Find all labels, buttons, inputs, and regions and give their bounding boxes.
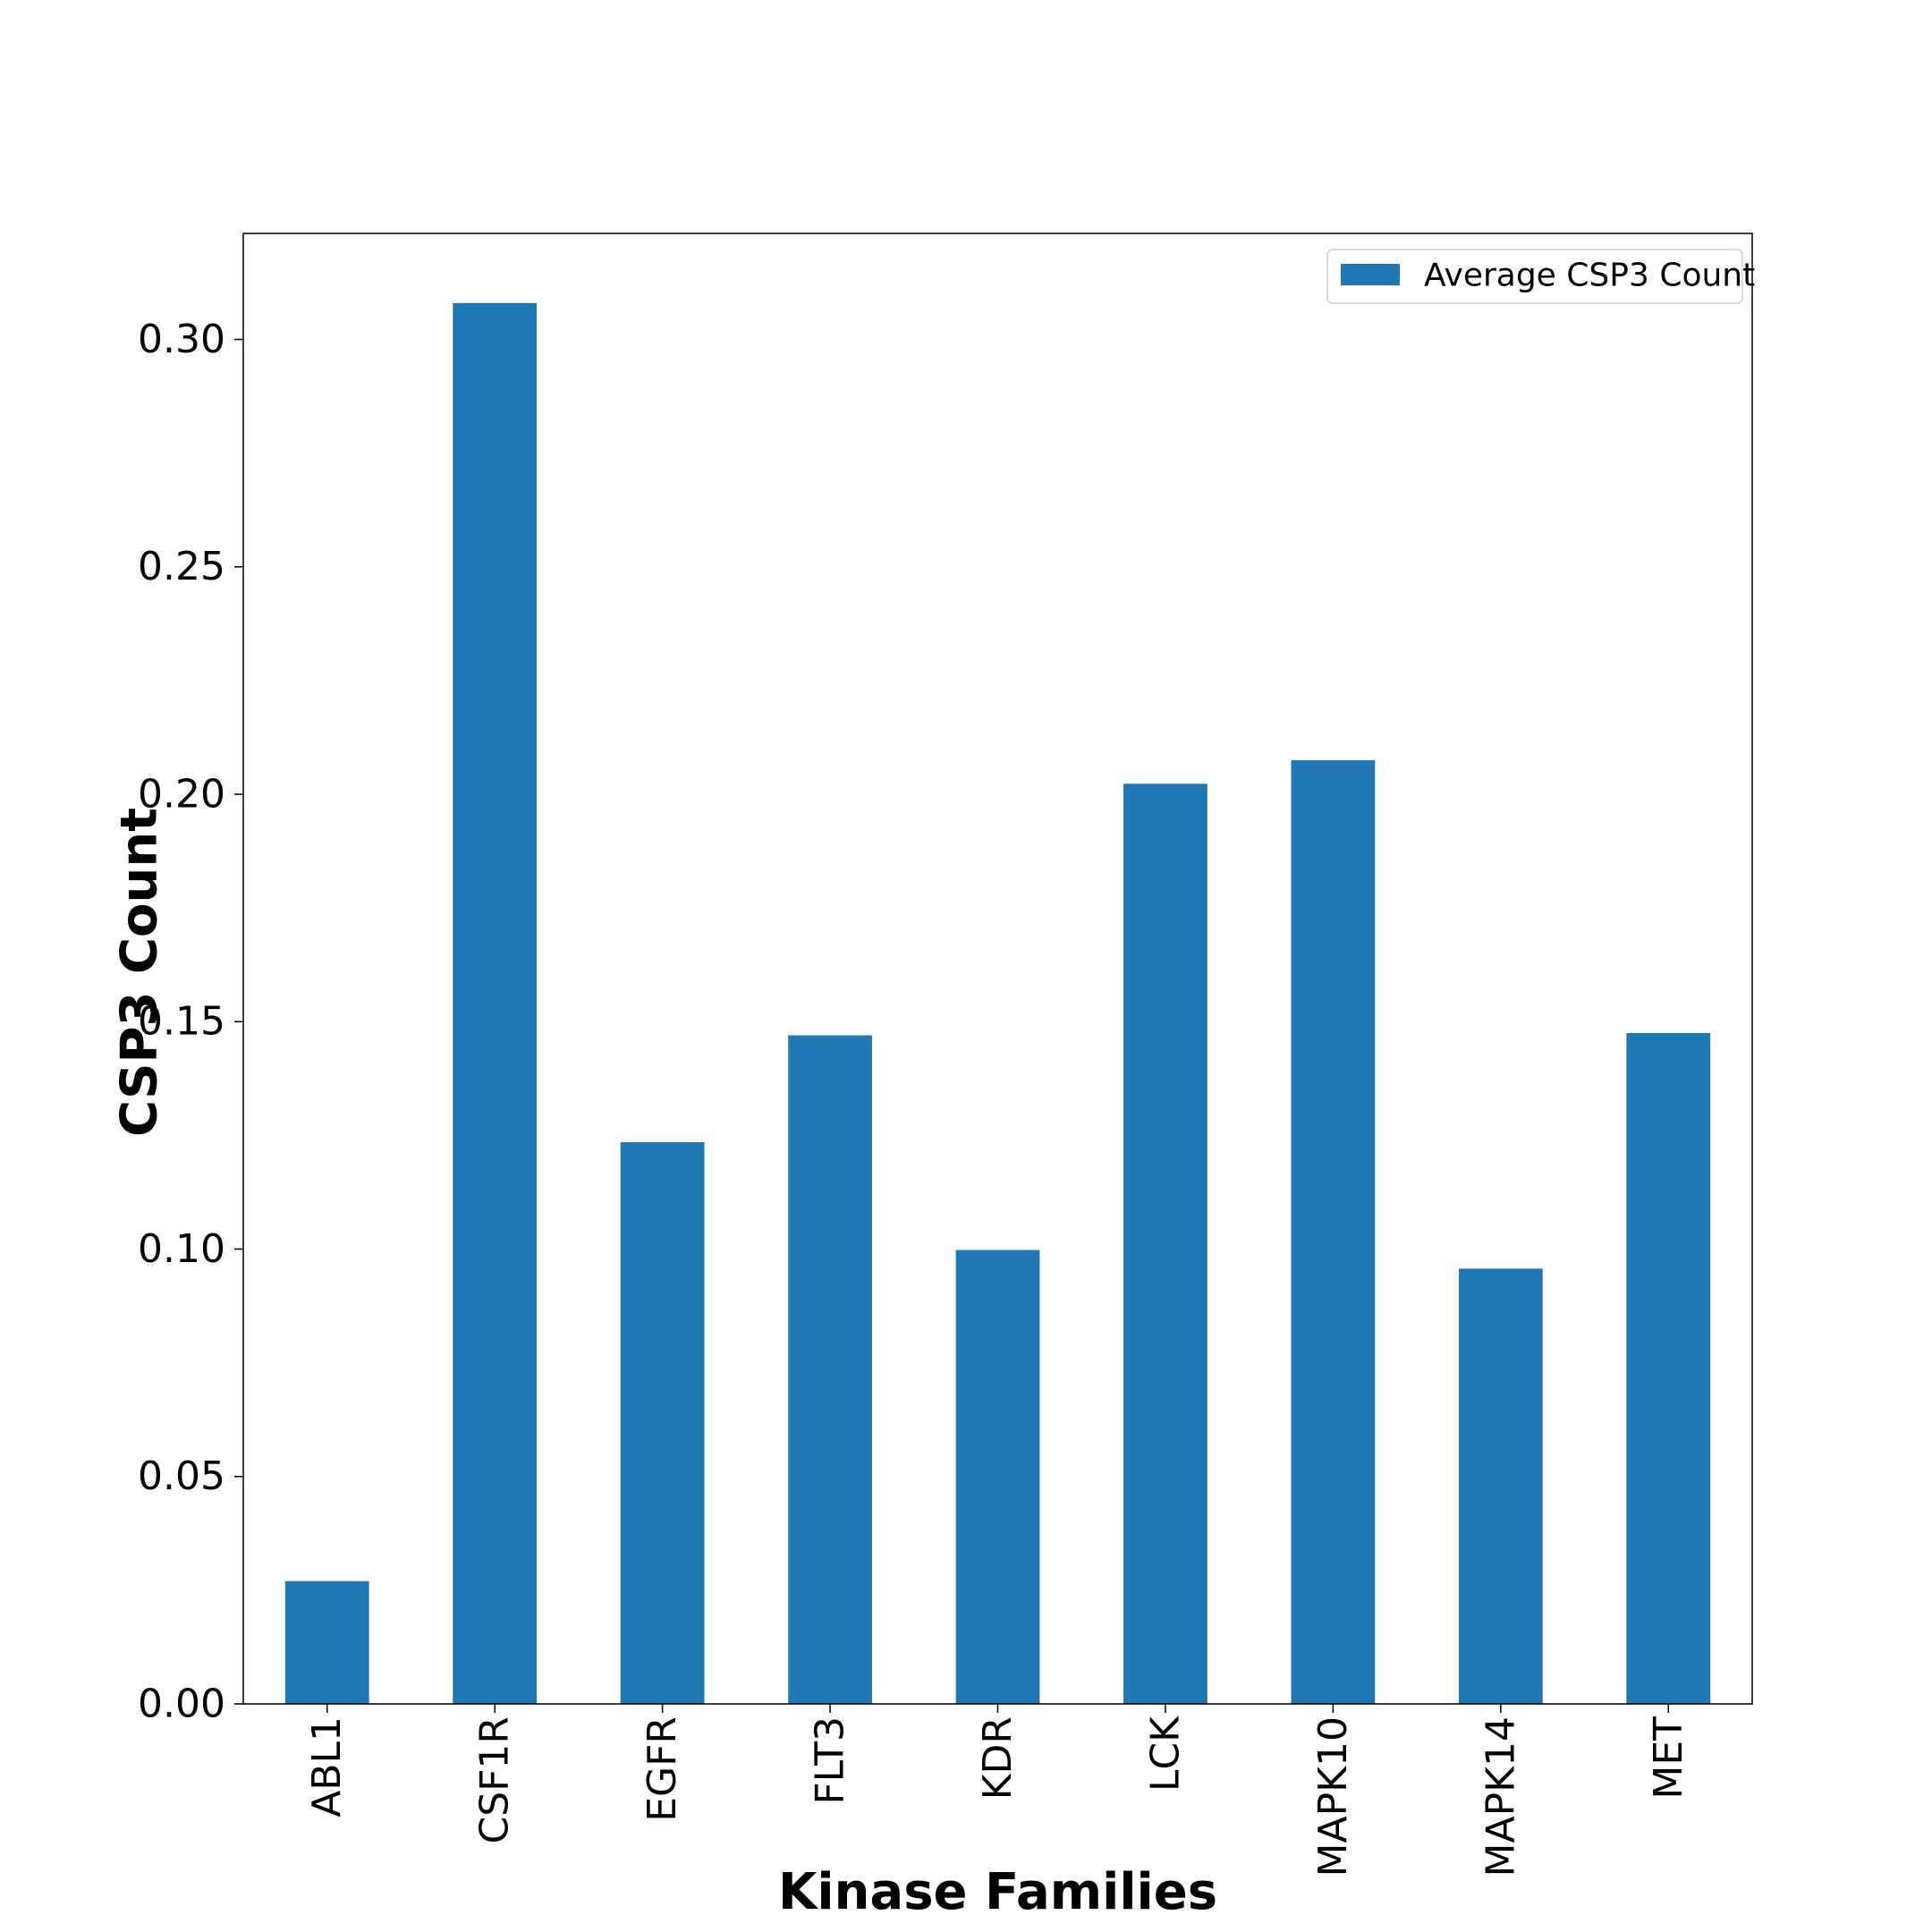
x-tick-label: MAPK14 [1478,1716,1523,1877]
y-axis: 0.00 0.05 0.10 0.15 0.20 0.25 0.30 [138,317,243,1727]
y-axis-title: CSP3 Count [111,808,169,1137]
legend: Average CSP3 Count [1326,249,1755,304]
x-tick-label: MAPK10 [1310,1716,1356,1877]
bar-flt3 [788,1035,872,1704]
legend-swatch [1341,264,1400,285]
x-tick-label: ABL1 [304,1716,350,1818]
y-tick-label: 0.25 [138,544,225,589]
y-tick-label: 0.05 [138,1453,225,1499]
x-tick-label: CSF1R [472,1716,518,1844]
bar-abl1 [284,1580,369,1704]
legend-box [1326,249,1743,304]
y-tick-label: 0.15 [138,999,225,1045]
bar-lck [1123,784,1208,1705]
x-tick-label: MET [1646,1716,1691,1800]
y-tick-label: 0.10 [138,1226,225,1272]
x-axis-title: Kinase Families [778,1863,1217,1921]
bar-csf1r [453,302,538,1705]
bars-group [284,302,1711,1705]
x-tick-label: KDR [975,1716,1021,1800]
bar-kdr [955,1250,1040,1704]
bar-mapk10 [1291,759,1376,1704]
x-tick-label: LCK [1142,1716,1188,1792]
x-tick-label: FLT3 [808,1716,853,1805]
legend-label: Average CSP3 Count [1424,258,1755,294]
y-tick-label: 0.20 [138,771,225,817]
bar-met [1626,1032,1711,1704]
y-tick-label: 0.30 [138,317,225,362]
x-axis: ABL1 CSF1R EGFR FLT3 KDR LCK MAPK10 MAPK14 MET [304,1704,1691,1877]
bar-egfr [620,1141,705,1704]
bar-mapk14 [1458,1268,1543,1704]
x-tick-label: EGFR [640,1716,685,1822]
y-tick-label: 0.00 [138,1682,225,1727]
